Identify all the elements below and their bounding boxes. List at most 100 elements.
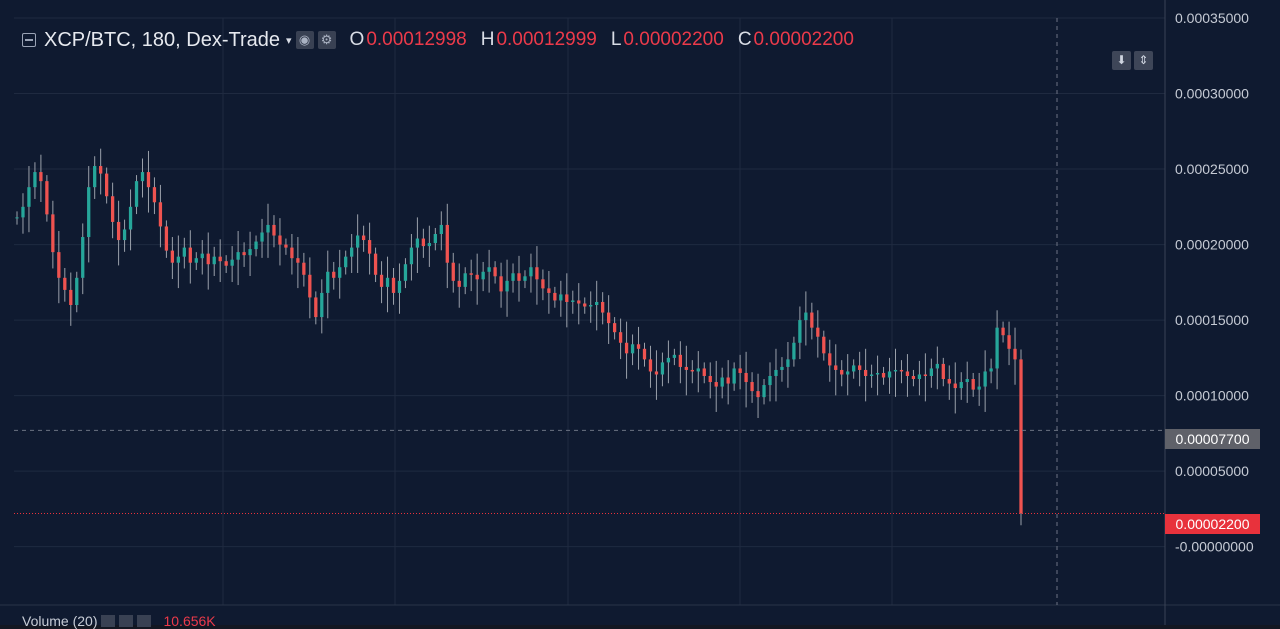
candle-body xyxy=(164,226,169,251)
candle-body xyxy=(272,224,276,236)
candle xyxy=(99,148,103,195)
candle xyxy=(308,257,312,319)
close-label: C xyxy=(737,29,752,50)
candle xyxy=(541,269,545,301)
candle xyxy=(182,237,186,269)
candle xyxy=(571,290,575,314)
candle xyxy=(51,200,55,269)
candle xyxy=(27,166,31,233)
candle xyxy=(595,280,599,331)
candle xyxy=(254,235,258,257)
candle xyxy=(660,352,665,387)
y-tick-label: 0.00010000 xyxy=(1175,388,1249,404)
gear-icon[interactable]: ⚙ xyxy=(317,31,336,49)
candle-body xyxy=(87,187,91,238)
candle xyxy=(475,253,479,305)
candle-body xyxy=(33,172,37,188)
candle xyxy=(995,310,999,390)
candle-body xyxy=(332,271,336,278)
candle-body xyxy=(738,368,742,373)
candle-body xyxy=(326,271,330,293)
candle xyxy=(810,302,814,340)
candle xyxy=(272,215,276,248)
candle-body xyxy=(57,252,61,278)
candle-body xyxy=(601,301,605,313)
scroll-updown-icon[interactable]: ⇕ xyxy=(1134,51,1153,70)
candle xyxy=(917,360,922,396)
price-axis[interactable]: 0.00035000 0.00030000 0.00025000 0.00020000… xyxy=(1175,10,1254,555)
scroll-down-icon[interactable]: ⬇ xyxy=(1112,51,1131,70)
candle-body xyxy=(959,382,963,389)
candle-body xyxy=(804,312,808,321)
candle xyxy=(624,321,629,379)
high-label: H xyxy=(480,29,495,50)
candle xyxy=(445,203,449,289)
collapse-legend-icon[interactable] xyxy=(22,33,36,47)
candle-body xyxy=(732,368,736,384)
candle xyxy=(350,234,354,273)
volume-gear-icon[interactable] xyxy=(119,615,134,627)
candle-body xyxy=(361,235,366,241)
crosshair-price-tag: 0.00007700 xyxy=(1165,429,1260,449)
candle xyxy=(630,334,635,366)
candle xyxy=(774,348,778,402)
eye-icon[interactable]: ◉ xyxy=(295,31,314,49)
candle-body xyxy=(595,301,599,305)
candle xyxy=(857,351,862,387)
candle-body xyxy=(666,357,671,363)
candle-body xyxy=(863,369,868,376)
candle xyxy=(433,227,437,251)
candle xyxy=(21,193,25,234)
candle xyxy=(236,230,240,286)
candle-body xyxy=(810,312,814,328)
candle-body xyxy=(941,363,945,380)
symbol-title[interactable]: XCP/BTC, 180, Dex-Trade xyxy=(44,28,281,51)
candle xyxy=(642,342,647,367)
volume-legend: Volume (20) 10.656K xyxy=(22,613,216,629)
candle-body xyxy=(672,354,677,358)
candle-body xyxy=(559,294,563,301)
chevron-down-icon[interactable]: ▾ xyxy=(286,34,292,47)
candle xyxy=(361,225,366,252)
candle-body xyxy=(75,277,79,305)
candle xyxy=(242,242,246,267)
candle-body xyxy=(122,229,127,241)
candle-body xyxy=(397,280,402,293)
candle-body xyxy=(134,181,139,207)
candle-body xyxy=(744,372,748,383)
candle xyxy=(87,166,91,263)
candle xyxy=(278,218,282,266)
candle xyxy=(332,261,336,290)
candle xyxy=(499,262,503,308)
candle-body xyxy=(589,305,593,307)
volume-eye-icon[interactable] xyxy=(101,615,116,627)
candle xyxy=(935,346,939,390)
candle-body xyxy=(660,362,665,375)
candle xyxy=(33,162,37,199)
candle xyxy=(547,271,551,314)
candle-body xyxy=(612,323,617,333)
candle xyxy=(116,200,121,266)
candle xyxy=(511,263,515,293)
candle xyxy=(947,365,951,400)
candle xyxy=(110,182,115,239)
candle xyxy=(983,350,987,412)
candle-body xyxy=(642,348,647,360)
candle-body xyxy=(194,258,198,263)
volume-close-icon[interactable] xyxy=(137,615,152,627)
y-tick-label: 0.00020000 xyxy=(1175,237,1249,253)
candle xyxy=(636,326,641,370)
candle-body xyxy=(911,375,916,380)
candle-body xyxy=(816,327,820,337)
candle xyxy=(218,239,222,283)
volume-label: Volume (20) xyxy=(22,613,98,629)
candle xyxy=(523,270,527,289)
candle-body xyxy=(230,259,234,266)
candle-body xyxy=(344,256,348,268)
candle-body xyxy=(367,240,372,254)
candle-body xyxy=(995,327,999,369)
candle-body xyxy=(445,224,449,263)
candle-body xyxy=(1007,335,1011,349)
